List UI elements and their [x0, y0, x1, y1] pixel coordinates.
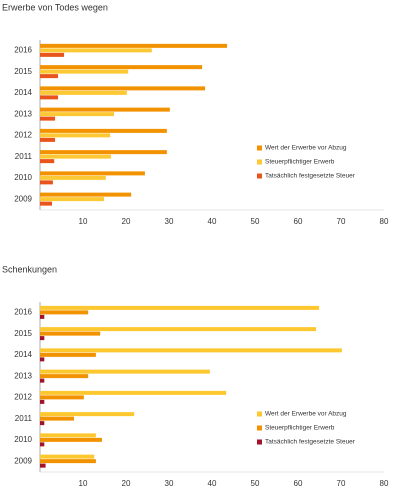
- x-tick-label: 20: [122, 217, 131, 226]
- bar: [40, 327, 317, 332]
- bar: [40, 357, 45, 362]
- y-tick-label: 2010: [14, 435, 32, 444]
- legend-swatch: [257, 159, 262, 165]
- y-tick-label: 2013: [14, 371, 32, 380]
- x-tick-label: 80: [380, 479, 389, 488]
- bar: [40, 201, 53, 206]
- y-tick-label: 2016: [14, 46, 32, 55]
- y-tick-label: 2012: [14, 131, 32, 140]
- bar: [40, 310, 89, 315]
- legend-swatch: [257, 173, 262, 179]
- bar: [40, 128, 167, 133]
- x-tick-label: 30: [165, 217, 174, 226]
- bar: [40, 175, 106, 180]
- bar: [40, 154, 111, 159]
- bar: [40, 348, 342, 353]
- bar: [40, 369, 210, 374]
- x-tick-label: 30: [165, 479, 174, 488]
- chart-title: Schenkungen: [2, 264, 57, 274]
- bar: [40, 52, 65, 57]
- y-tick-label: 2014: [14, 350, 32, 359]
- bar: [40, 412, 135, 417]
- bar: [40, 416, 74, 421]
- bar: [40, 95, 59, 100]
- y-tick-label: 2015: [14, 329, 32, 338]
- x-tick-label: 40: [208, 217, 217, 226]
- bar: [40, 331, 101, 336]
- legend-swatch: [257, 411, 262, 417]
- y-tick-label: 2010: [14, 173, 32, 182]
- legend-label: Tatsächlich festgesetzte Steuer: [265, 173, 356, 180]
- y-tick-label: 2014: [14, 88, 32, 97]
- bar: [40, 395, 84, 400]
- chart-title: Erwerbe von Todes wegen: [2, 2, 108, 12]
- legend-label: Wert der Erwerbe vor Abzug: [265, 145, 347, 152]
- bar: [40, 314, 45, 319]
- bar: [40, 437, 102, 442]
- y-tick-label: 2013: [14, 109, 32, 118]
- bar: [40, 463, 46, 468]
- bar: [40, 421, 45, 426]
- bar: [40, 69, 129, 74]
- x-tick-label: 10: [79, 479, 88, 488]
- bar: [40, 180, 53, 185]
- bar: [40, 159, 55, 164]
- x-tick-label: 70: [337, 479, 346, 488]
- bar: [40, 352, 96, 357]
- bar: [40, 374, 89, 379]
- bar: [40, 86, 206, 91]
- bar: [40, 43, 228, 48]
- bar: [40, 192, 132, 197]
- legend-swatch: [257, 439, 262, 445]
- bar: [40, 171, 145, 176]
- bar: [40, 107, 170, 112]
- bar: [40, 65, 203, 70]
- bar: [40, 454, 95, 459]
- x-tick-label: 50: [251, 479, 260, 488]
- bar: [40, 305, 320, 310]
- bar: [40, 433, 96, 438]
- x-tick-label: 20: [122, 479, 131, 488]
- legend-label: Steuerpflichtiger Erwerb: [265, 159, 335, 166]
- bar: [40, 399, 45, 404]
- y-tick-label: 2009: [14, 194, 32, 203]
- x-tick-label: 70: [337, 217, 346, 226]
- bar: [40, 48, 152, 53]
- y-tick-label: 2016: [14, 308, 32, 317]
- bar: [40, 459, 96, 464]
- bar: [40, 112, 114, 117]
- y-tick-label: 2012: [14, 393, 32, 402]
- x-tick-label: 80: [380, 217, 389, 226]
- bar: [40, 116, 56, 121]
- legend-swatch: [257, 145, 262, 151]
- x-tick-label: 60: [294, 479, 303, 488]
- x-tick-label: 40: [208, 479, 217, 488]
- bar: [40, 390, 227, 395]
- x-tick-label: 10: [79, 217, 88, 226]
- bar: [40, 197, 105, 202]
- bar: [40, 133, 111, 138]
- legend-label: Tatsächlich festgesetzte Steuer: [265, 439, 356, 446]
- bar: [40, 442, 45, 447]
- legend-label: Wert der Erwerbe vor Abzug: [265, 411, 347, 418]
- bar: [40, 74, 59, 79]
- legend-label: Steuerpflichtiger Erwerb: [265, 425, 335, 432]
- x-tick-label: 60: [294, 217, 303, 226]
- y-tick-label: 2009: [14, 456, 32, 465]
- y-tick-label: 2011: [15, 152, 33, 161]
- y-tick-label: 2015: [14, 67, 32, 76]
- bar: [40, 336, 45, 341]
- bar: [40, 137, 56, 142]
- legend-swatch: [257, 425, 262, 431]
- bar: [40, 378, 45, 383]
- bar: [40, 150, 167, 155]
- x-tick-label: 50: [251, 217, 260, 226]
- y-tick-label: 2011: [15, 414, 33, 423]
- bar: [40, 90, 127, 95]
